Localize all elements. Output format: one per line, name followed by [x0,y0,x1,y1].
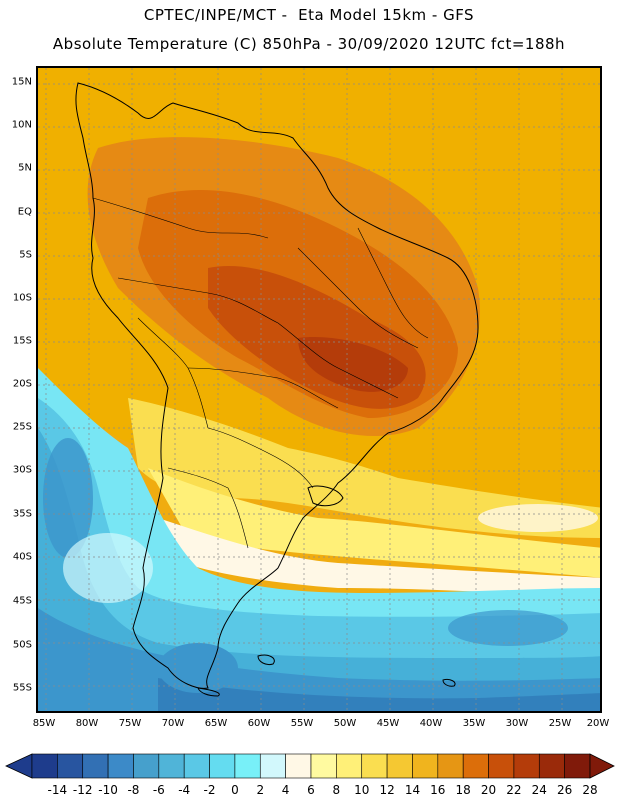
legend-label: -4 [178,783,191,797]
legend-swatch [564,753,591,779]
lat-label-40s: 40S [12,551,32,563]
legend-swatch [488,753,515,779]
lon-label-85w: 85W [32,718,56,729]
legend-swatch [57,753,84,779]
lon-label-75w: 75W [118,718,142,729]
legend-swatch [133,753,160,779]
lat-label-50s: 50S [12,639,32,651]
legend-swatch [513,753,540,779]
legend-swatch [361,753,388,779]
lat-label-25s: 25S [12,421,32,433]
legend-label: 2 [256,783,265,797]
legend-label: 18 [455,783,471,797]
graticule [38,68,600,711]
legend-swatch [336,753,363,779]
legend-swatch [107,753,134,779]
lat-label-35s: 35S [12,508,32,520]
legend-label: 6 [307,783,315,797]
legend-label: 10 [354,783,370,797]
lat-label-5n: 5N [18,162,32,174]
legend-label: -14 [47,783,68,797]
legend-label: 12 [379,783,395,797]
lat-label-30s: 30S [12,464,32,476]
legend-label: 14 [404,783,421,797]
legend-swatch [538,753,565,779]
lon-label-40w: 40W [419,718,443,729]
title-line-1: CPTEC/INPE/MCT - Eta Model 15km - GFS [143,6,475,24]
legend-label: -10 [98,783,118,797]
temperature-field [38,68,600,711]
lon-label-50w: 50W [333,718,357,729]
lon-label-70w: 70W [161,718,185,729]
legend-swatch [209,753,236,779]
legend-label: -8 [127,783,140,797]
legend-label: 28 [582,783,598,797]
lat-label-10n: 10N [11,119,32,131]
lon-label-55w: 55W [290,718,314,729]
legend-swatch [31,753,58,779]
lon-label-20w: 20W [586,718,610,729]
temperature-map [36,66,602,713]
legend-swatch [183,753,210,779]
legend-label: 26 [556,783,573,797]
lat-label-5s: 5S [19,249,32,261]
title-line-2: Absolute Temperature (C) 850hPa - 30/09/… [52,35,566,53]
color-legend [5,753,615,779]
lat-label-15n: 15N [11,76,32,88]
lon-label-80w: 80W [75,718,99,729]
legend-swatch [234,753,261,779]
legend-swatch [310,753,337,779]
legend-swatch [462,753,489,779]
legend-label: -6 [152,783,165,797]
legend-label: 0 [231,783,239,797]
legend-arrow-high [589,753,615,779]
legend-label: 24 [531,783,547,797]
legend-swatch [82,753,109,779]
legend-swatch [412,753,439,779]
lon-label-60w: 60W [247,718,271,729]
lon-label-30w: 30W [505,718,529,729]
legend-swatch [386,753,413,779]
map-canvas [38,68,600,711]
legend-swatches [5,753,615,779]
legend-label: -2 [203,783,216,797]
legend-swatch [259,753,286,779]
lat-label-55s: 55S [12,682,32,694]
lat-label-15s: 15S [12,335,32,347]
legend-arrow-low [5,753,33,779]
coastlines [75,82,479,697]
lon-label-65w: 65W [204,718,228,729]
legend-swatch [285,753,312,779]
lat-label-20s: 20S [12,378,32,390]
legend-label: 8 [332,783,341,797]
legend-label: 20 [480,783,497,797]
legend-label: 22 [506,783,522,797]
legend-label: 4 [281,783,290,797]
lat-label-eq: EQ [17,206,32,218]
lat-label-10s: 10S [12,292,32,304]
legend-swatch [158,753,185,779]
legend-swatch [437,753,464,779]
legend-label: 16 [430,783,446,797]
lon-label-25w: 25W [548,718,572,729]
legend-label: -12 [72,783,93,797]
lat-label-45s: 45S [12,595,32,607]
political-borders [92,197,429,549]
lon-label-45w: 45W [376,718,400,729]
lon-label-35w: 35W [462,718,486,729]
